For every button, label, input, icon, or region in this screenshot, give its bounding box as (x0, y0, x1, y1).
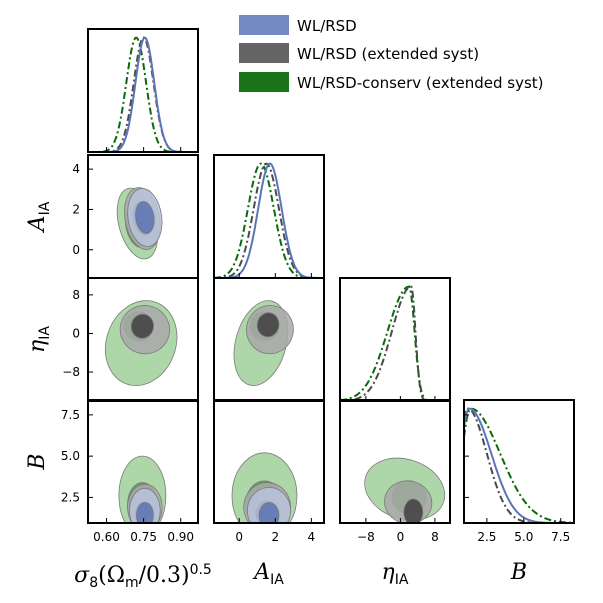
marginal-curve-wl-rsd-conserv-extended-syst (214, 162, 324, 278)
marginal-curves-s8 (88, 36, 198, 152)
marginal-panel-s8 (87, 28, 199, 153)
marginal-panel-B (463, 399, 575, 524)
marginal-curve-wl-rsd-conserv-extended-syst (340, 285, 450, 401)
x-tick-label-AIA: 0 (235, 530, 243, 544)
x-tick-label-AIA: 4 (308, 530, 316, 544)
contour-regions (116, 187, 163, 260)
contour-wl-rsd-extended-syst-level-1 (130, 313, 154, 339)
marginal-curve-wl-rsd (464, 407, 574, 523)
x-tick-label-eta: 8 (431, 530, 439, 544)
b-marginal-y-ticks (464, 414, 469, 498)
contour-panel-eta-vs-AIA (213, 277, 325, 402)
panel-frame (87, 28, 199, 153)
panel-frame (339, 277, 451, 402)
contour-wl-rsd-level-1 (136, 501, 154, 523)
contour-panel-eta-vs-s8 (87, 277, 199, 402)
contour-panel-B-vs-s8 (87, 399, 199, 524)
contour-wl-rsd-level-1 (258, 501, 280, 523)
marginal-curves-B (464, 407, 574, 523)
legend-label-wl-rsd: WL/RSD (297, 17, 357, 35)
x-tick-label-B: 5.0 (514, 530, 533, 544)
contour-wl-rsd-extended-syst-level-1 (403, 498, 424, 523)
marginal-curve-wl-rsd (88, 36, 198, 152)
panel-frame (339, 399, 451, 524)
marginal-panel-AIA (213, 154, 325, 279)
x-tick-label-B: 7.5 (551, 530, 570, 544)
x-tick-label-eta: 0 (397, 530, 405, 544)
panel-frame (213, 154, 325, 279)
x-tick-label-AIA: 2 (271, 530, 279, 544)
y-axis-label-eta: ηIA (25, 326, 53, 353)
marginal-panel-eta (339, 277, 451, 402)
contour-regions (104, 300, 178, 386)
y-tick-label-AIA: 0 (72, 243, 80, 257)
legend-swatch-wl-rsd-conserv (239, 72, 289, 92)
contour-panel-B-vs-eta (339, 399, 451, 524)
y-tick-label-eta: 8 (72, 288, 80, 302)
x-axis-label-s8: σ8(Ωm/0.3)0.5 (74, 562, 212, 591)
panel-frame (213, 399, 325, 524)
x-tick-label-s8: 0.90 (167, 530, 194, 544)
marginal-curves-eta (340, 285, 450, 401)
y-tick-label-eta: −8 (62, 365, 80, 379)
legend-label-wl-rsd-conserv: WL/RSD-conserv (extended syst) (297, 74, 544, 92)
contour-regions (231, 452, 298, 523)
legend-label-wl-rsd-extended: WL/RSD (extended syst) (297, 45, 479, 63)
y-tick-label-AIA: 2 (72, 202, 80, 216)
x-axis-label-eta: ηIA (382, 560, 409, 588)
contour-regions (233, 300, 294, 386)
marginal-curve-wl-rsd-extended-syst (464, 407, 574, 523)
axis-labels: 0.60 0.75 0.90 0 2 4 −8 0 8 2.5 5.0 7.5 0 2 4 −8 0 8 2.5 5.… (25, 162, 570, 591)
contour-wl-rsd-level-1 (135, 201, 155, 234)
x-axis-label-AIA: AIA (252, 560, 284, 588)
marginal-curve-wl-rsd-extended-syst (88, 36, 198, 152)
x-tick-label-eta: −8 (357, 530, 375, 544)
panels (87, 28, 575, 524)
marginal-curve-wl-rsd-conserv-extended-syst (464, 407, 574, 523)
marginal-curve-wl-rsd-conserv-extended-syst (88, 36, 198, 152)
y-tick-label-AIA: 4 (72, 162, 80, 176)
contour-panel-AIA-vs-s8 (87, 154, 199, 279)
contour-regions (118, 455, 167, 523)
x-axis-label-B: B (510, 560, 527, 585)
y-tick-label-B: 2.5 (61, 490, 80, 504)
marginal-curve-wl-rsd-extended-syst (340, 285, 450, 401)
x-tick-label-s8: 0.75 (130, 530, 157, 544)
x-tick-label-s8: 0.60 (93, 530, 120, 544)
legend-swatch-wl-rsd-extended (239, 43, 289, 63)
y-tick-label-B: 5.0 (61, 449, 80, 463)
y-axis-label-B: B (25, 453, 50, 470)
legend-swatch-wl-rsd (239, 15, 289, 35)
y-tick-label-eta: 0 (72, 326, 80, 340)
y-axis-label-AIA: AIA (25, 201, 53, 233)
contour-regions (364, 457, 446, 523)
legend: WL/RSD WL/RSD (extended syst) WL/RSD-con… (239, 15, 544, 92)
contour-wl-rsd-extended-syst-level-1 (256, 312, 280, 338)
contour-panel-B-vs-AIA (213, 399, 325, 524)
x-tick-label-B: 2.5 (477, 530, 496, 544)
y-tick-label-B: 7.5 (61, 408, 80, 422)
panel-frame (463, 399, 575, 524)
marginal-curves-AIA (214, 162, 324, 278)
panel-frame (87, 399, 199, 524)
